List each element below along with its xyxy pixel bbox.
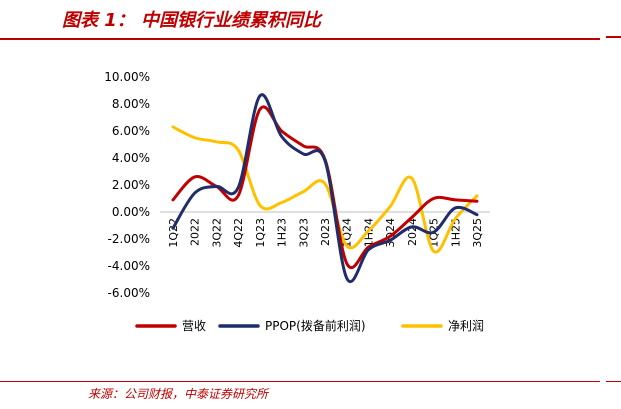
x-tick-label: 3Q25 (471, 218, 484, 248)
page-title: 图表 1： 中国银行业绩累积同比 (62, 10, 322, 31)
header-rule-right (606, 36, 621, 38)
y-tick-label: 6.00% (112, 124, 150, 138)
x-tick-label: 2024 (406, 218, 419, 246)
x-tick-label: 2023 (319, 218, 332, 246)
x-tick-label: 4Q22 (232, 218, 245, 248)
y-tick-label: -2.00% (108, 232, 150, 246)
legend-revenue-label: 营收 (182, 319, 206, 333)
footer-rule-right (606, 381, 621, 382)
source-note: 来源：公司财报，中泰证券研究所 (88, 387, 269, 401)
y-tick-label: 10.00% (104, 70, 150, 84)
y-tick-label: 2.00% (112, 178, 150, 192)
x-tick-label: 1Q22 (167, 218, 180, 248)
title-bar: 图表 1： 中国银行业绩累积同比 (0, 0, 600, 40)
y-tick-label: 8.00% (112, 97, 150, 111)
y-tick-label: 0.00% (112, 205, 150, 219)
y-tick-label: -4.00% (108, 259, 150, 273)
x-tick-label: 1H23 (276, 218, 289, 247)
x-tick-label: 2022 (189, 218, 202, 246)
x-tick-label: 1Q23 (254, 218, 267, 248)
y-tick-label: -6.00% (108, 286, 150, 300)
legend-net-profit-label: 净利润 (448, 319, 484, 333)
ppop-line (171, 93, 479, 283)
legend-ppop-label: PPOP(拨备前利润) (265, 318, 366, 333)
footer-rule (0, 381, 600, 382)
x-tick-label: 3Q22 (210, 218, 223, 248)
x-tick-label: 3Q23 (297, 218, 310, 248)
x-tick-label: 1H25 (449, 218, 462, 247)
y-tick-label: 4.00% (112, 151, 150, 165)
